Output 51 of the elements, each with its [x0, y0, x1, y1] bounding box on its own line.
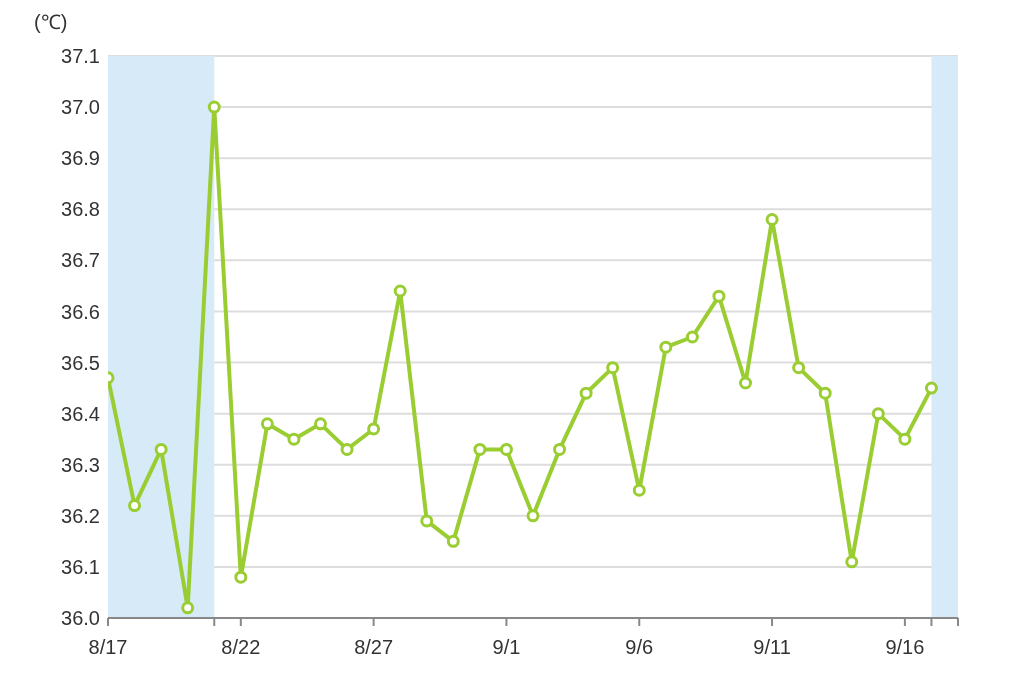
point [659, 340, 673, 354]
y-axis-title: (℃) [34, 10, 68, 35]
x-tick-label: 8/17 [88, 636, 128, 659]
x-tick-label: 8/22 [221, 636, 261, 659]
point [287, 432, 301, 446]
point [314, 417, 327, 431]
point [712, 289, 726, 303]
y-tick-label: 36.6 [61, 300, 100, 323]
point [446, 534, 460, 548]
point [473, 442, 487, 456]
y-tick-label: 36.1 [61, 556, 100, 579]
point [393, 284, 407, 298]
point [924, 381, 938, 395]
point [818, 386, 832, 400]
y-tick-label: 36.8 [61, 198, 100, 221]
y-tick-label: 36.0 [61, 607, 100, 630]
point [499, 442, 513, 456]
point [207, 100, 221, 114]
x-tick-label: 8/27 [354, 636, 394, 659]
point [154, 442, 168, 456]
point [685, 330, 699, 344]
y-tick-label: 37.1 [61, 45, 100, 68]
point [845, 555, 859, 569]
point [260, 417, 274, 431]
y-tick-label: 36.5 [61, 351, 100, 374]
y-tick-label: 36.4 [61, 402, 100, 425]
y-tick-label: 37.0 [61, 96, 100, 119]
x-tick-label: 9/11 [753, 636, 791, 659]
point [234, 570, 248, 584]
y-tick-label: 36.2 [61, 504, 100, 527]
y-tick-label: 36.3 [61, 453, 100, 476]
point [526, 509, 540, 523]
point [792, 361, 806, 375]
point [739, 376, 752, 390]
point [898, 432, 912, 446]
point [606, 361, 620, 375]
point [871, 407, 885, 421]
point [553, 442, 567, 456]
x-tick-label: 9/16 [885, 636, 925, 659]
point [181, 601, 195, 615]
point [367, 422, 381, 436]
y-tick-label: 36.7 [61, 249, 100, 272]
point [420, 514, 434, 528]
x-tick-label: 9/1 [492, 636, 521, 659]
point [632, 483, 646, 497]
x-tick-label: 9/6 [625, 636, 654, 659]
point [340, 442, 354, 456]
point [579, 386, 593, 400]
point [128, 499, 142, 513]
point [765, 212, 779, 226]
y-tick-label: 36.9 [61, 147, 100, 170]
